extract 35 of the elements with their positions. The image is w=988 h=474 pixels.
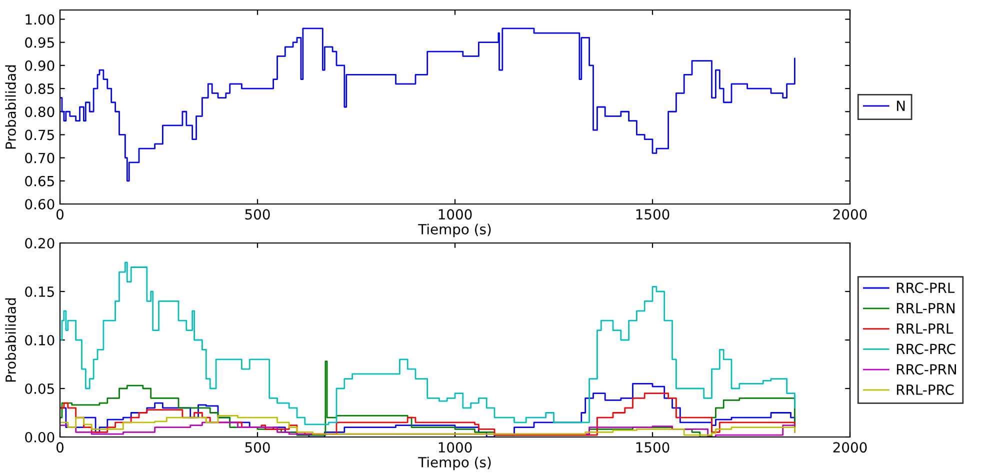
x-tick-label: 2000 <box>833 209 867 220</box>
y-tick-label: 0.90 <box>25 60 54 71</box>
x-tick-label: 1000 <box>438 209 472 220</box>
y-tick-label: 0.05 <box>25 383 54 394</box>
x-tick-label: 0 <box>56 442 64 453</box>
x-tick-label: 1500 <box>636 442 670 453</box>
y-tick-label: 1.00 <box>26 14 54 25</box>
legend-label: RRL-PRL <box>896 324 954 334</box>
y-axis-title: Probabilidad <box>5 65 16 149</box>
x-tick-label: 500 <box>245 442 270 453</box>
legend-label: RRL-PRN <box>896 303 954 314</box>
y-tick-label: 0.00 <box>25 432 54 442</box>
legend-label: RRC-PRL <box>896 282 955 294</box>
y-tick-label: 0.65 <box>25 176 54 186</box>
y-tick-label: 0.95 <box>25 37 54 48</box>
x-tick-label: 1500 <box>636 209 670 220</box>
y-tick-label: 0.15 <box>25 286 54 297</box>
x-tick-label: 2000 <box>833 442 867 453</box>
y-axis-title: Probabilidad <box>5 298 16 382</box>
y-tick-label: 0.75 <box>25 130 54 140</box>
y-tick-label: 0.60 <box>25 198 54 210</box>
y-tick-label: 0.85 <box>25 83 54 94</box>
y-tick-label: 0.70 <box>25 152 54 164</box>
x-tick-label: 0 <box>56 209 64 220</box>
x-axis-title: Tiempo (s) <box>418 456 491 470</box>
legend-label: RRL-PRC <box>896 384 954 395</box>
legend-label: RRC-PRC <box>896 344 956 354</box>
x-tick-label: 500 <box>245 209 270 220</box>
x-axis-title: Tiempo (s) <box>418 224 491 238</box>
y-tick-label: 0.20 <box>25 238 54 248</box>
y-tick-label: 0.10 <box>25 334 54 346</box>
x-tick-label: 1000 <box>438 442 472 453</box>
y-tick-label: 0.80 <box>25 106 54 118</box>
legend-label: RRC-PRN <box>896 364 956 375</box>
legend-label: N <box>896 100 905 111</box>
